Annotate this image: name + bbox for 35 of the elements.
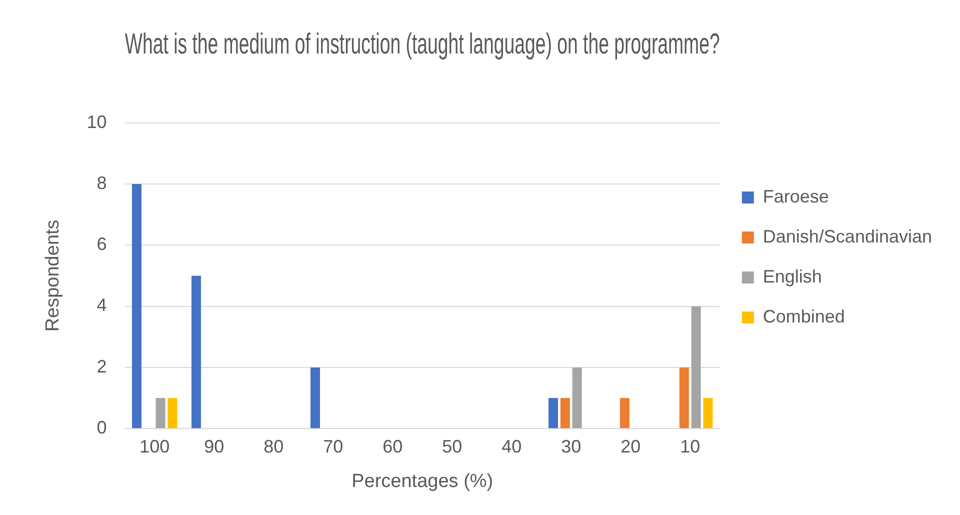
x-tick-label: 30: [561, 436, 582, 456]
x-tick-label: 70: [323, 436, 344, 456]
legend-label: Danish/Scandinavian: [762, 226, 932, 246]
x-tick-label: 100: [140, 436, 170, 456]
y-tick-label: 2: [96, 356, 107, 376]
bar: [156, 398, 166, 428]
x-tick-label: 20: [620, 436, 641, 456]
y-tick-label: 4: [96, 295, 107, 316]
x-axis-title: Percentages (%): [352, 470, 494, 492]
chart-title: What is the medium of instruction (taught language) on the programme?: [124, 28, 720, 61]
bar: [548, 398, 558, 428]
x-tick-label: 60: [382, 436, 403, 456]
legend-label: English: [762, 266, 822, 286]
y-axis-title: Respondents: [42, 220, 64, 332]
bar: [691, 306, 701, 428]
y-tick-label: 10: [86, 112, 107, 132]
bar: [168, 398, 178, 428]
legend-label: Faroese: [762, 186, 829, 206]
y-tick-label: 8: [96, 172, 107, 193]
x-tick-label: 50: [442, 436, 462, 456]
bar: [620, 398, 630, 428]
x-tick-label: 40: [502, 436, 522, 456]
y-tick-label: 0: [96, 418, 107, 438]
bar: [560, 398, 570, 428]
bar: [191, 276, 201, 428]
bar: [132, 184, 142, 428]
x-tick-label: 90: [204, 436, 224, 456]
x-tick-label: 10: [680, 436, 700, 456]
bar: [679, 367, 689, 428]
bar: [572, 367, 582, 428]
bar: [703, 398, 713, 428]
x-tick-label: 80: [264, 436, 284, 456]
bar: [310, 367, 320, 428]
y-tick-label: 6: [96, 234, 107, 254]
legend-label: Combined: [762, 306, 845, 326]
